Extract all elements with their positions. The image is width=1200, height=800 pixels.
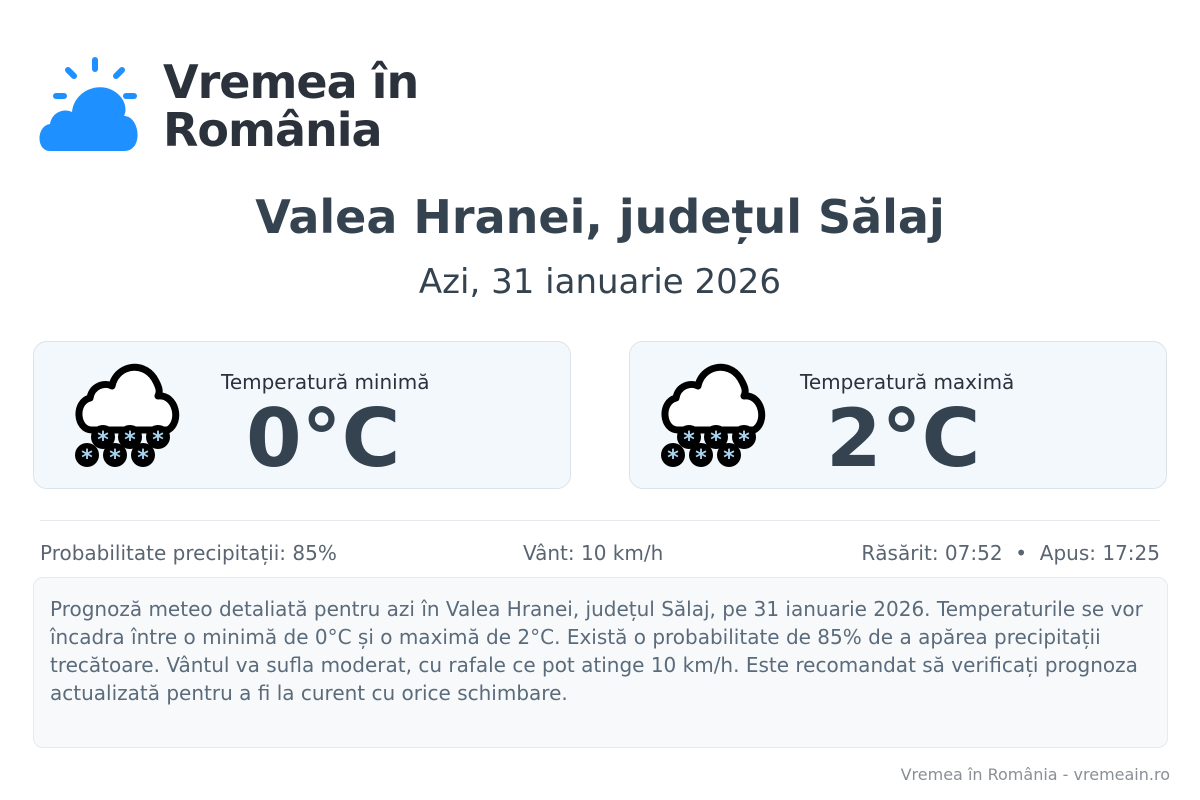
forecast-description: Prognoză meteo detaliată pentru azi în V…	[33, 577, 1168, 748]
snow-cloud-icon	[658, 360, 784, 475]
snow-cloud-icon	[72, 360, 198, 475]
max-temp-label: Temperatură maximă	[800, 370, 1015, 394]
brand-line1: Vremea în	[163, 55, 419, 109]
precipitation-probability: Probabilitate precipitații: 85%	[40, 541, 337, 565]
brand-logo-text: Vremea în România	[163, 55, 419, 157]
sunrise-sunset: Răsărit: 07:52 • Apus: 17:25	[861, 541, 1160, 565]
min-temp-card: Temperatură minimă 0°C	[33, 341, 571, 489]
page-title: Valea Hranei, județul Sălaj	[255, 190, 945, 244]
divider	[40, 520, 1160, 521]
min-temp-value: 0°C	[246, 392, 401, 485]
brand-line2: România	[163, 103, 383, 157]
max-temp-value: 2°C	[826, 392, 981, 485]
sun-cloud-icon	[39, 57, 138, 151]
max-temp-card: Temperatură maximă 2°C	[629, 341, 1167, 489]
wind-speed: Vânt: 10 km/h	[523, 541, 664, 565]
forecast-date: Azi, 31 ianuarie 2026	[418, 262, 782, 302]
footer-credit: Vremea în România - vremeain.ro	[900, 765, 1170, 784]
min-temp-label: Temperatură minimă	[221, 370, 430, 394]
